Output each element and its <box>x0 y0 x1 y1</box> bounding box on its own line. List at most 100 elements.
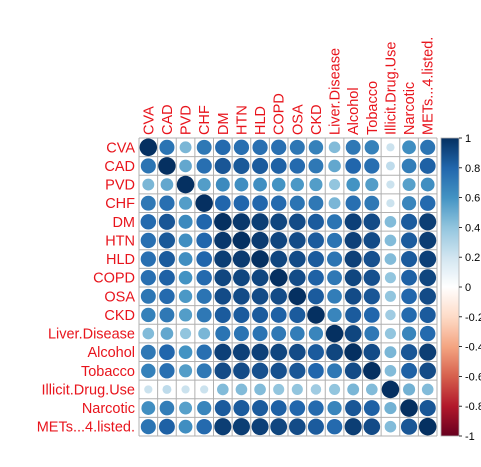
correlation-cell-HTN-HLD <box>251 231 269 250</box>
correlation-cell-Liver.Disease-DM <box>215 326 231 342</box>
correlation-cell-HLD-Tobacco <box>363 250 381 268</box>
row-label: CVA <box>106 140 135 156</box>
correlation-cell-HLD-CKD <box>307 251 324 268</box>
correlation-cell-Illicit.Drug.Use-Tobacco <box>366 383 378 396</box>
correlation-cell-Tobacco-Alcohol <box>344 362 362 380</box>
correlation-cell-PVD-COPD <box>271 177 286 192</box>
correlation-cell-HTN-HTN <box>232 231 251 250</box>
correlation-cell-CKD-Alcohol <box>345 306 362 323</box>
correlation-cell-Illicit.Drug.Use-CAD <box>162 384 172 394</box>
correlation-cell-Liver.Disease-HTN <box>233 326 249 342</box>
correlation-cell-HLD-PVD <box>178 252 193 266</box>
column-label: CKD <box>309 104 325 135</box>
correlation-cell-CKD-CVA <box>141 307 156 323</box>
correlation-cell-Liver.Disease-COPD <box>271 326 287 341</box>
correlation-cell-Narcotic-Alcohol <box>345 399 362 417</box>
correlation-cell-COPD-Alcohol <box>344 269 362 287</box>
correlation-cell-Liver.Disease-PVD <box>180 328 192 340</box>
correlation-cell-Tobacco-DM <box>214 362 232 380</box>
correlation-cell-CAD-OSA <box>289 158 306 174</box>
correlation-cell-HLD-Liver.Disease <box>327 251 343 267</box>
correlation-cell-CKD-CAD <box>159 307 175 323</box>
correlation-cell-PVD-DM <box>215 177 230 192</box>
correlation-cell-HTN-METs...4.listed. <box>419 231 437 249</box>
correlation-cell-Tobacco-HTN <box>233 362 250 380</box>
correlation-cell-Illicit.Drug.Use-Illicit.Drug.Use <box>381 380 400 399</box>
correlation-cell-CAD-COPD <box>270 158 287 174</box>
correlation-cell-OSA-CAD <box>159 288 175 305</box>
correlation-cell-HLD-HLD <box>251 250 269 268</box>
correlation-cell-Narcotic-Liver.Disease <box>327 400 342 416</box>
correlation-cell-CHF-CVA <box>140 195 156 211</box>
correlation-cell-OSA-METs...4.listed. <box>419 288 436 305</box>
matrix-grid <box>138 137 438 437</box>
correlation-cell-CVA-CVA <box>139 138 158 157</box>
correlation-cell-HLD-HTN <box>232 250 251 268</box>
correlation-cell-CVA-Illicit.Drug.Use <box>386 143 395 152</box>
correlation-cell-METs...4.listed.-CHF <box>196 418 212 435</box>
correlation-cell-METs...4.listed.-CVA <box>140 419 156 435</box>
correlation-cell-CAD-PVD <box>179 159 192 173</box>
correlation-cell-CVA-HTN <box>233 139 250 155</box>
column-label: CHF <box>197 105 213 135</box>
correlation-cell-CHF-Narcotic <box>401 196 417 211</box>
correlation-cell-COPD-Liver.Disease <box>327 270 342 286</box>
correlation-cell-HTN-CKD <box>307 232 324 249</box>
column-label: Alcohol <box>346 87 362 135</box>
correlation-cell-Narcotic-CVA <box>141 401 156 415</box>
correlation-cell-Alcohol-CAD <box>159 344 175 361</box>
correlation-cell-DM-COPD <box>270 213 288 231</box>
correlation-cell-HTN-PVD <box>178 233 193 248</box>
correlation-cell-METs...4.listed.-Alcohol <box>344 418 362 436</box>
correlation-cell-Illicit.Drug.Use-Alcohol <box>347 383 360 396</box>
correlation-cell-METs...4.listed.-COPD <box>270 418 288 436</box>
correlation-cell-DM-CAD <box>158 213 176 230</box>
correlation-cell-COPD-Tobacco <box>363 269 381 286</box>
column-label: CVA <box>141 106 157 135</box>
correlation-cell-CKD-DM <box>214 306 231 323</box>
correlation-cell-PVD-HTN <box>234 177 249 192</box>
correlation-cell-CHF-Liver.Disease <box>328 197 341 210</box>
correlation-cell-CKD-COPD <box>270 307 287 323</box>
correlation-cell-Alcohol-HTN <box>232 343 250 361</box>
correlation-cell-OSA-PVD <box>178 289 193 303</box>
correlation-cell-OSA-CVA <box>140 288 156 304</box>
correlation-cell-HTN-COPD <box>270 232 288 249</box>
correlation-cell-Tobacco-CVA <box>141 363 156 379</box>
correlation-cell-PVD-CKD <box>309 178 323 192</box>
correlation-cell-METs...4.listed.-CAD <box>159 418 175 435</box>
correlation-cell-Tobacco-CHF <box>196 363 212 379</box>
row-label: CAD <box>104 159 135 175</box>
correlation-cell-Tobacco-CKD <box>308 362 324 379</box>
correlation-cell-CAD-HTN <box>233 157 250 175</box>
correlation-cell-CAD-CKD <box>308 158 324 174</box>
correlation-cell-PVD-CAD <box>160 178 174 191</box>
correlation-cell-OSA-Narcotic <box>401 288 417 305</box>
colorbar-tick-label: -0.4 <box>465 342 481 354</box>
row-label: METs...4.listed. <box>37 420 135 436</box>
column-label: Tobacco <box>365 81 381 135</box>
correlation-cell-OSA-Illicit.Drug.Use <box>384 290 396 302</box>
correlation-cell-CHF-CKD <box>308 195 324 211</box>
correlation-cell-DM-Alcohol <box>344 213 362 231</box>
correlation-cell-HLD-CVA <box>140 251 156 267</box>
correlation-cell-Narcotic-METs...4.listed. <box>419 399 436 417</box>
correlation-cell-Narcotic-HTN <box>233 400 250 417</box>
correlation-cell-CKD-HTN <box>233 306 250 323</box>
correlation-cell-CVA-PVD <box>179 141 192 154</box>
correlation-cell-COPD-CHF <box>196 269 212 286</box>
correlation-cell-Alcohol-CHF <box>196 344 212 360</box>
correlation-cell-Illicit.Drug.Use-Liver.Disease <box>329 383 341 395</box>
correlation-cell-HTN-CHF <box>196 232 213 249</box>
correlation-cell-DM-CHF <box>196 213 213 230</box>
column-labels: CVA CAD PVD CHF DM HTN HLD COPD OSA CKD Liver.Dise… <box>141 37 436 135</box>
correlation-cell-Narcotic-DM <box>214 400 231 417</box>
correlation-cell-CHF-COPD <box>270 195 287 211</box>
correlation-cell-DM-HTN <box>232 213 251 231</box>
correlation-cell-CVA-OSA <box>289 139 305 155</box>
correlation-cell-COPD-HLD <box>251 269 269 287</box>
correlation-cell-PVD-Narcotic <box>402 178 416 192</box>
colorbar-tick-label: 0.4 <box>465 222 480 234</box>
correlation-cell-Alcohol-Illicit.Drug.Use <box>384 346 397 359</box>
